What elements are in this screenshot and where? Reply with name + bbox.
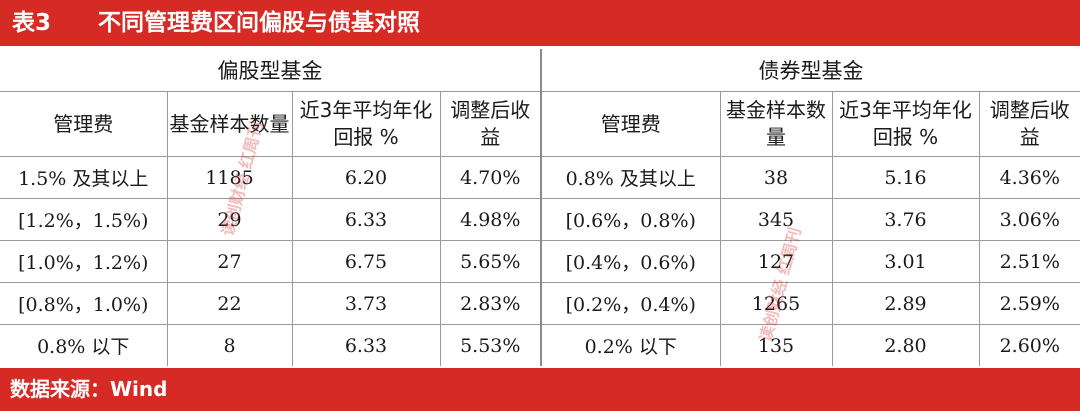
bond-adjusted-cell: 4.36% (978, 156, 1080, 199)
equity-count-cell: 1185 (166, 156, 293, 199)
equity-return-cell: 6.75 (291, 240, 441, 283)
group-equity-fund: 偏股型基金 (0, 49, 542, 92)
col-equity-sample-count: 基金样本数量 (166, 91, 293, 157)
table-title: 不同管理费区间偏股与债基对照 (98, 10, 420, 36)
bond-count-cell: 1265 (719, 282, 833, 325)
equity-return-cell: 6.33 (291, 324, 441, 366)
bond-fee-cell: [0.2%，0.4%) (540, 282, 721, 325)
equity-adjusted-cell: 5.53% (439, 324, 542, 366)
bond-count-cell: 135 (719, 324, 833, 366)
bond-count-cell: 38 (719, 156, 833, 199)
bond-adjusted-cell: 2.60% (978, 324, 1080, 366)
col-equity-adjusted-return: 调整后收益 (439, 91, 542, 157)
col-bond-fee: 管理费 (540, 91, 721, 157)
equity-fee-cell: [1.0%，1.2%) (0, 240, 168, 283)
table-number: 表3 (12, 10, 52, 36)
bond-return-cell: 2.89 (831, 282, 980, 325)
equity-return-cell: 6.20 (291, 156, 441, 199)
col-equity-fee: 管理费 (0, 91, 168, 157)
equity-adjusted-cell: 5.65% (439, 240, 542, 283)
equity-adjusted-cell: 2.83% (439, 282, 542, 325)
col-equity-3y-return: 近3年平均年化回报 % (291, 91, 441, 157)
group-bond-fund: 债券型基金 (540, 49, 1080, 92)
bond-adjusted-cell: 2.51% (978, 240, 1080, 283)
equity-fee-cell: 0.8% 以下 (0, 324, 168, 366)
source-footer: 数据来源：Wind (0, 368, 1080, 411)
equity-fee-cell: 1.5% 及其以上 (0, 156, 168, 199)
table-row: [1.2%，1.5%) 29 6.33 4.98% [0.6%，0.8%) 34… (0, 198, 1080, 241)
equity-count-cell: 8 (166, 324, 293, 366)
equity-fee-cell: [0.8%，1.0%) (0, 282, 168, 325)
bond-fee-cell: [0.6%，0.8%) (540, 198, 721, 241)
table-title-banner: 表3 不同管理费区间偏股与债基对照 (0, 0, 1080, 46)
bond-return-cell: 3.01 (831, 240, 980, 283)
table-row: [0.8%，1.0%) 22 3.73 2.83% [0.2%，0.4%) 12… (0, 282, 1080, 325)
data-source-note: 数据来源：Wind (10, 377, 168, 401)
col-bond-3y-return: 近3年平均年化回报 % (831, 91, 980, 157)
equity-adjusted-cell: 4.98% (439, 198, 542, 241)
bond-return-cell: 2.80 (831, 324, 980, 366)
equity-return-cell: 6.33 (291, 198, 441, 241)
col-bond-adjusted-return: 调整后收益 (978, 91, 1080, 157)
bond-fee-cell: 0.2% 以下 (540, 324, 721, 366)
equity-count-cell: 22 (166, 282, 293, 325)
table-row: 1.5% 及其以上 1185 6.20 4.70% 0.8% 及其以上 38 5… (0, 156, 1080, 199)
equity-adjusted-cell: 4.70% (439, 156, 542, 199)
bond-fee-cell: 0.8% 及其以上 (540, 156, 721, 199)
equity-fee-cell: [1.2%，1.5%) (0, 198, 168, 241)
table-row: 0.8% 以下 8 6.33 5.53% 0.2% 以下 135 2.80 2.… (0, 324, 1080, 366)
group-header-row: 偏股型基金 债券型基金 (0, 49, 1080, 92)
bond-adjusted-cell: 3.06% (978, 198, 1080, 241)
table-row: [1.0%，1.2%) 27 6.75 5.65% [0.4%，0.6%) 12… (0, 240, 1080, 283)
column-header-row: 管理费 基金样本数量 近3年平均年化回报 % 调整后收益 管理费 基金样本数量 … (0, 91, 1080, 157)
bond-count-cell: 127 (719, 240, 833, 283)
equity-return-cell: 3.73 (291, 282, 441, 325)
bond-adjusted-cell: 2.59% (978, 282, 1080, 325)
fee-comparison-table: 偏股型基金 债券型基金 管理费 基金样本数量 近3年平均年化回报 % 调整后收益… (0, 49, 1080, 366)
bond-return-cell: 5.16 (831, 156, 980, 199)
equity-count-cell: 29 (166, 198, 293, 241)
bond-count-cell: 345 (719, 198, 833, 241)
equity-count-cell: 27 (166, 240, 293, 283)
bond-return-cell: 3.76 (831, 198, 980, 241)
col-bond-sample-count: 基金样本数量 (719, 91, 833, 157)
bond-fee-cell: [0.4%，0.6%) (540, 240, 721, 283)
